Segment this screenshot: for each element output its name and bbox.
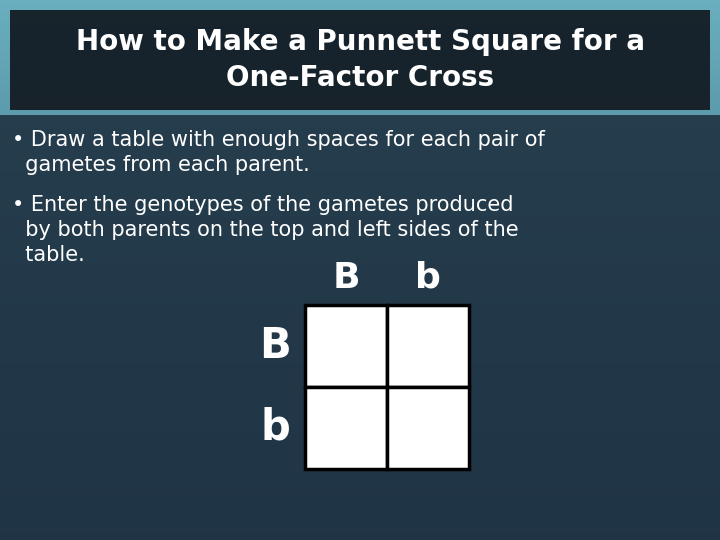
Text: by both parents on the top and left sides of the: by both parents on the top and left side… <box>12 220 518 240</box>
Text: B: B <box>259 325 291 367</box>
Text: gametes from each parent.: gametes from each parent. <box>12 155 310 175</box>
Text: B: B <box>332 261 360 295</box>
Bar <box>387 305 469 387</box>
Text: • Draw a table with enough spaces for each pair of: • Draw a table with enough spaces for ea… <box>12 130 545 150</box>
Text: b: b <box>260 407 290 449</box>
Text: How to Make a Punnett Square for a: How to Make a Punnett Square for a <box>76 28 644 56</box>
Bar <box>305 305 387 387</box>
Text: One-Factor Cross: One-Factor Cross <box>226 64 494 92</box>
Bar <box>10 10 710 110</box>
Text: b: b <box>415 261 441 295</box>
Text: table.: table. <box>12 245 85 265</box>
Bar <box>305 387 387 469</box>
Bar <box>387 387 469 469</box>
Bar <box>0 115 720 540</box>
Text: • Enter the genotypes of the gametes produced: • Enter the genotypes of the gametes pro… <box>12 195 513 215</box>
